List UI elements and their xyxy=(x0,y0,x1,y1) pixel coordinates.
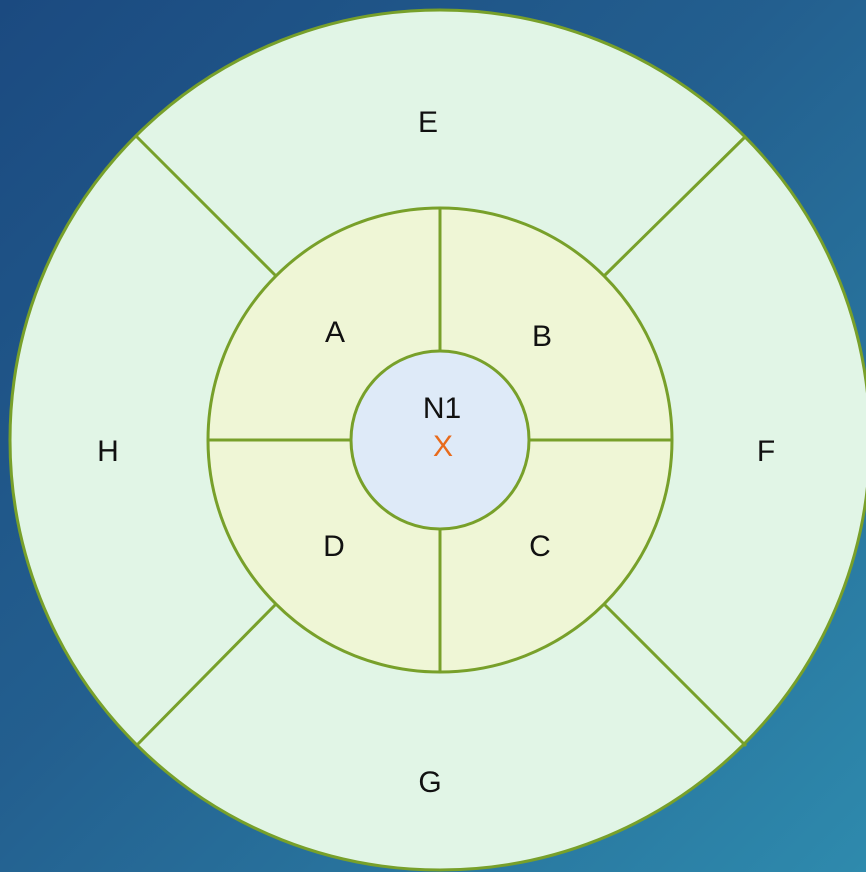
outer-divider-top-right xyxy=(602,134,748,278)
segment-label-b: B xyxy=(532,320,552,353)
segment-label-f: F xyxy=(757,435,775,468)
center-x-mark: X xyxy=(433,430,453,463)
outer-divider-bottom-left xyxy=(134,602,278,748)
outer-divider-bottom-right xyxy=(602,602,748,748)
outer-divider-top-left xyxy=(134,134,278,278)
segment-label-e: E xyxy=(418,106,438,139)
segment-label-c: C xyxy=(529,530,551,563)
center-node xyxy=(349,349,531,531)
center-label: N1 xyxy=(423,392,461,425)
segment-label-a: A xyxy=(325,316,345,349)
segment-label-h: H xyxy=(97,435,119,468)
segment-label-g: G xyxy=(418,766,441,799)
segment-label-d: D xyxy=(323,530,345,563)
